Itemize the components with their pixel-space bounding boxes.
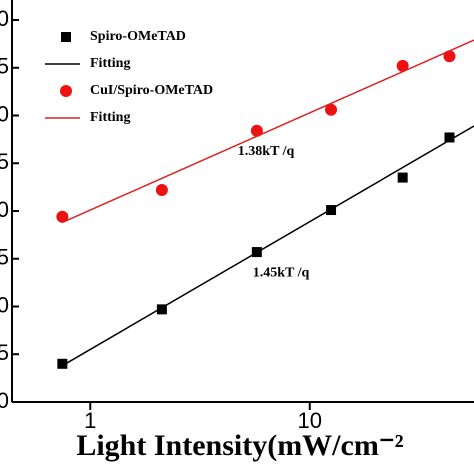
y-tick-label: 0 [0,197,9,222]
point [56,210,69,223]
legend-label: Fitting [90,110,130,125]
legend-swatch [60,85,72,97]
annotation: 1.38kT /q [238,144,295,159]
legend-label: Fitting [90,56,130,71]
point [396,59,409,72]
fit-line [62,39,474,224]
legend-swatch [61,32,71,42]
fit-line [61,125,474,367]
y-tick-label: 5 [0,245,9,270]
y-tick-label: 0 [0,101,9,126]
point [57,358,68,369]
point [397,172,408,183]
y-tick-label: 0 [0,292,9,317]
point [156,304,167,315]
annotation: 1.45kT /q [253,265,310,280]
x-tick-label: 1 [84,408,96,433]
point [444,132,455,143]
y-tick-label: 0 [0,6,9,31]
legend-label: Spiro-OMeTAD [90,29,186,44]
y-tick-label: 5 [0,149,9,174]
point [155,183,168,196]
point [325,103,338,116]
x-tick-label: 10 [298,408,322,433]
point [250,124,263,137]
x-axis-label: Light Intensity(mW/cm⁻² [76,429,403,462]
y-tick-label: 5 [0,340,9,365]
y-tick-label: 5 [0,54,9,79]
point [443,50,456,63]
y-tick-label: 0 [0,388,9,413]
legend-label: CuI/Spiro-OMeTAD [90,83,213,98]
